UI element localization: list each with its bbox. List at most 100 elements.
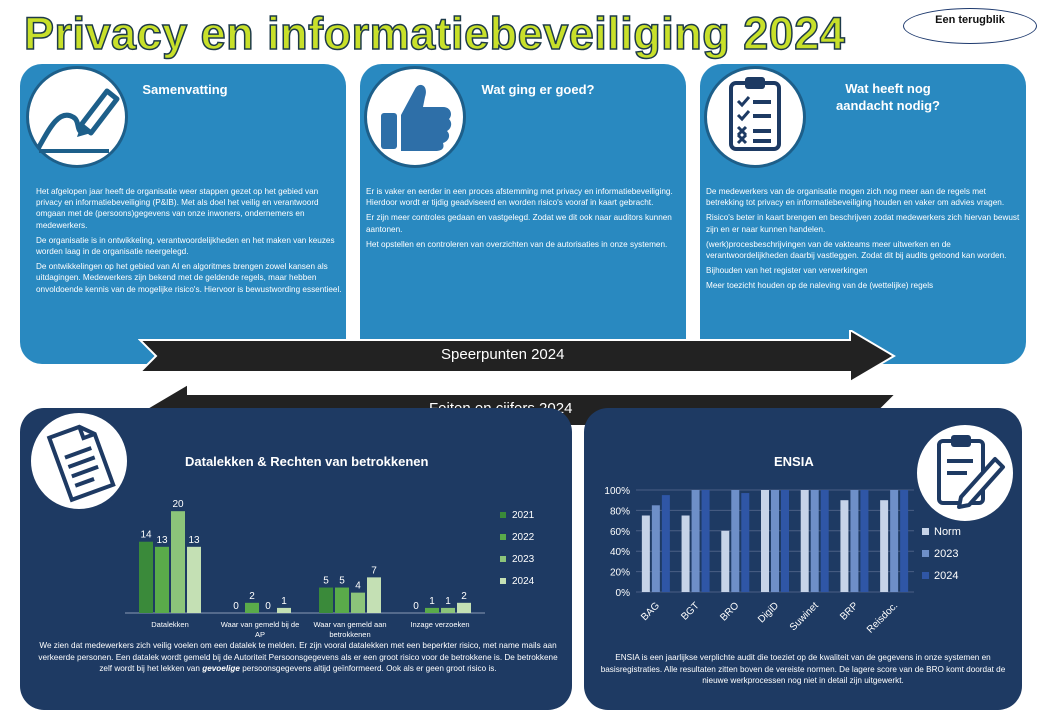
legend-label: 2024 [934, 570, 958, 582]
summary-paragraph: Het afgelopen jaar heeft de organisatie … [36, 187, 319, 230]
category-label: Suwinet [788, 600, 821, 633]
category-label: Waar van gemeld bij de [221, 620, 300, 629]
data-label: 1 [281, 596, 287, 607]
attention-paragraph: Bijhouden van het register van verwerkin… [706, 266, 868, 276]
bar [701, 490, 710, 592]
category-label: betrokkenen [329, 630, 370, 639]
y-tick-label: 100% [604, 486, 630, 497]
data-label: 13 [188, 535, 200, 546]
bar [890, 490, 899, 592]
category-label: DigiD [756, 600, 781, 625]
legend-label: 2023 [934, 548, 958, 560]
bar [681, 515, 690, 592]
thumbs-up-icon [364, 66, 466, 168]
data-label: 5 [323, 576, 329, 587]
summary-panel: Samenvatting Het afgelopen jaar heeft de… [20, 64, 346, 364]
legend-swatch [500, 556, 506, 562]
data-label: 1 [429, 596, 435, 607]
good-text: Er is vaker en eerder in een proces afst… [366, 186, 676, 254]
document-icon [28, 410, 130, 512]
category-label: BAG [639, 600, 662, 623]
legend-swatch [500, 578, 506, 584]
category-label: Inzage verzoeken [410, 620, 469, 629]
bar [880, 500, 889, 592]
bar [800, 490, 809, 592]
bar [351, 592, 365, 613]
bar [155, 546, 169, 613]
bar [245, 602, 259, 613]
bar [139, 541, 153, 613]
datalekken-text-part: We zien dat medewerkers zich veilig voel… [38, 641, 558, 673]
data-label: 0 [413, 601, 419, 612]
attention-paragraph: Meer toezicht houden op de naleving van … [706, 281, 934, 291]
bar [820, 490, 829, 592]
bar [171, 511, 185, 613]
category-label: BGT [679, 600, 701, 622]
attention-paragraph: Risico's beter in kaart brengen en besch… [706, 213, 1020, 234]
bar [860, 490, 869, 592]
bar [810, 490, 819, 592]
legend-swatch [922, 550, 929, 557]
y-tick-label: 60% [610, 527, 630, 538]
summary-title: Samenvatting [142, 82, 228, 97]
legend-swatch [500, 534, 506, 540]
data-label: 14 [140, 530, 152, 541]
data-label: 0 [233, 601, 239, 612]
data-label: 20 [172, 499, 184, 510]
bar [731, 490, 740, 592]
legend-swatch [922, 528, 929, 535]
data-label: 4 [355, 581, 361, 592]
bar [741, 493, 750, 592]
speerpunten-label: Speerpunten 2024 [441, 346, 565, 363]
y-tick-label: 40% [610, 547, 630, 558]
bar [335, 587, 349, 613]
bar [781, 490, 789, 592]
summary-paragraph: De ontwikkelingen op het gebied van AI e… [36, 262, 342, 294]
datalekken-panel: Datalekken & Rechten van betrokkenen 14 1… [20, 408, 572, 710]
category-label: AP [255, 630, 265, 639]
bar [661, 495, 670, 592]
bar [840, 500, 849, 592]
review-badge: Een terugblik [903, 8, 1037, 44]
attention-paragraph: (werk)procesbeschrijvingen van de vaktea… [706, 239, 1007, 261]
data-label: 13 [156, 535, 168, 546]
bar [425, 607, 439, 613]
summary-paragraph: De organisatie is in ontwikkeling, veran… [36, 235, 335, 257]
bar [761, 490, 769, 592]
ensia-text: ENSIA is een jaarlijkse verplichte audit… [600, 653, 1006, 685]
data-label: 7 [371, 565, 377, 576]
y-tick-label: 80% [610, 506, 630, 517]
legend-label: 2022 [512, 532, 535, 543]
legend-label: 2021 [512, 510, 535, 521]
good-paragraph: Er zijn meer controles gedaan en vastgel… [366, 213, 672, 234]
bar [850, 490, 859, 592]
bar [691, 490, 700, 592]
category-label: BRO [718, 600, 741, 623]
data-label: 0 [265, 601, 271, 612]
bar [641, 515, 650, 592]
legend-swatch [500, 512, 506, 518]
bar [457, 602, 471, 613]
clipboard-pencil-icon [914, 422, 1016, 524]
bar [277, 607, 291, 613]
summary-text: Het afgelopen jaar heeft de organisatie … [36, 186, 342, 299]
bar [651, 505, 660, 592]
data-label: 2 [249, 591, 255, 602]
bar [319, 587, 333, 613]
legend-swatch [922, 572, 929, 579]
ensia-chart: 0% 20% 40% 60% 80% 100% BAG BGT BRO DigiD Suwinet B… [604, 486, 960, 636]
legend-label: 2024 [512, 576, 535, 587]
attention-title: Wat heeft nog aandacht nodig? [836, 81, 940, 113]
category-label: BRP [838, 600, 861, 623]
datalekken-chart-title: Datalekken & Rechten van betrokkenen [185, 454, 429, 469]
pen-writing-icon [26, 66, 128, 168]
bar [187, 546, 201, 613]
good-paragraph: Er is vaker en eerder in een proces afst… [366, 187, 673, 208]
data-label: 1 [445, 596, 451, 607]
ensia-chart-title: ENSIA [774, 454, 814, 469]
good-paragraph: Het opstellen en controleren van overzic… [366, 239, 668, 249]
ensia-panel: ENSIA 0% 20% 40% 60% 80% 100% BAG BGT BRO DigiD Su… [584, 408, 1022, 710]
attention-panel: Wat heeft nog aandacht nodig? De medewer… [700, 64, 1026, 364]
attention-paragraph: De medewerkers van de organisatie mogen … [706, 187, 1005, 208]
